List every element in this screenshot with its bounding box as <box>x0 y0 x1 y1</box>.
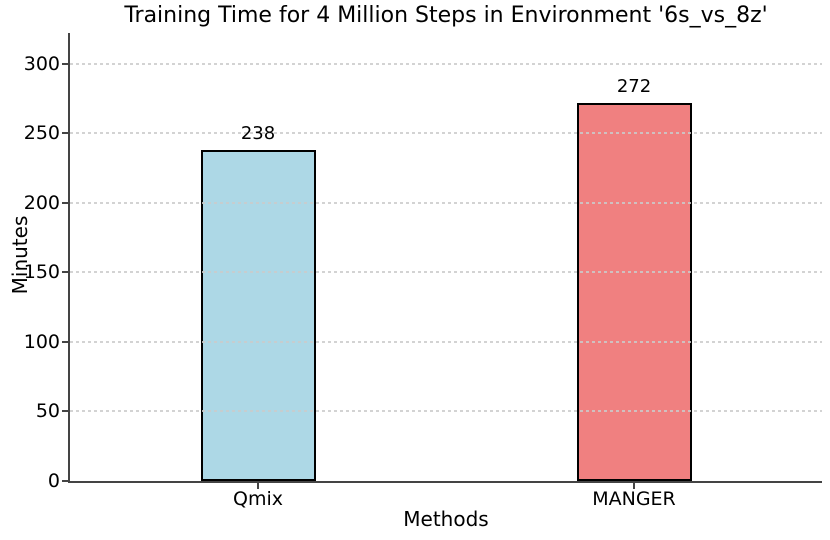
y-tick-mark <box>62 480 69 482</box>
gridline <box>70 63 822 65</box>
x-tick-mark <box>257 483 259 489</box>
y-tick-mark <box>62 410 69 412</box>
x-axis-spine <box>68 481 822 483</box>
y-tick-label: 200 <box>23 192 60 214</box>
y-tick-mark <box>62 132 69 134</box>
gridline <box>70 410 822 412</box>
bar-value-label: 272 <box>616 76 652 97</box>
y-axis-label: Minutes <box>8 215 32 295</box>
x-axis-label: Methods <box>403 507 489 531</box>
gridline <box>70 132 822 134</box>
y-tick-label: 250 <box>23 122 60 144</box>
bar-value-label: 238 <box>240 123 276 144</box>
y-tick-label: 0 <box>47 470 60 492</box>
y-tick-label: 300 <box>23 53 60 75</box>
bar <box>577 103 692 481</box>
y-tick-label: 150 <box>23 261 60 283</box>
x-tick-mark <box>633 483 635 489</box>
y-tick-label: 50 <box>35 400 60 422</box>
gridline <box>70 202 822 204</box>
y-tick-mark <box>62 271 69 273</box>
chart-title: Training Time for 4 Million Steps in Env… <box>124 3 768 28</box>
y-axis-spine <box>68 33 70 483</box>
bar <box>201 150 316 481</box>
gridline <box>70 271 822 273</box>
x-tick-label: MANGER <box>592 488 676 510</box>
gridline <box>70 341 822 343</box>
plot-area <box>70 33 822 481</box>
y-tick-mark <box>62 202 69 204</box>
y-tick-mark <box>62 63 69 65</box>
y-tick-label: 100 <box>23 331 60 353</box>
y-tick-mark <box>62 341 69 343</box>
x-tick-label: Qmix <box>233 488 283 510</box>
